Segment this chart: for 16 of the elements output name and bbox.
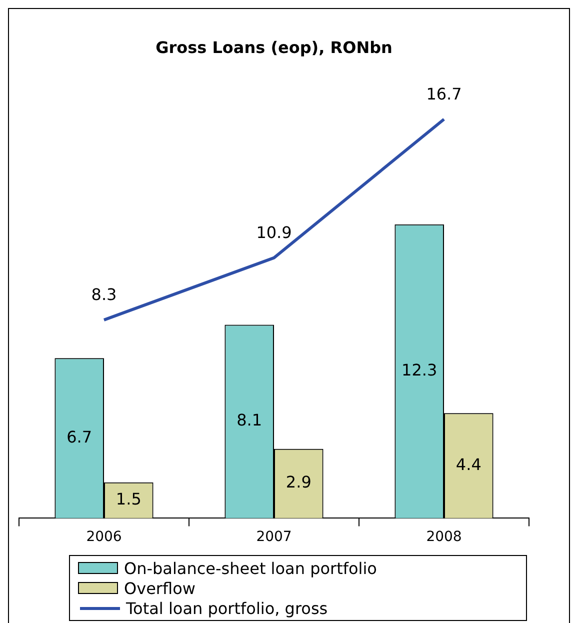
- chart-title: Gross Loans (eop), RONbn: [156, 38, 392, 57]
- data-label: 8.3: [91, 285, 117, 304]
- legend-label: On-balance-sheet loan portfolio: [124, 558, 377, 578]
- data-label: 8.1: [236, 410, 262, 430]
- data-label: 6.7: [66, 427, 92, 446]
- data-label: 16.7: [426, 84, 462, 104]
- data-label: 10.9: [256, 222, 292, 242]
- legend-label: Overflow: [124, 578, 196, 598]
- data-label: 1.5: [116, 489, 142, 508]
- data-label: 4.4: [456, 454, 482, 474]
- x-tick-label: 2007: [256, 529, 292, 546]
- x-tick-label: 2006: [86, 529, 122, 546]
- data-label: 12.3: [402, 360, 438, 380]
- x-tick-label: 2008: [426, 529, 462, 546]
- legend-label: Total loan portfolio, gross: [126, 598, 328, 618]
- data-label: 2.9: [286, 472, 312, 492]
